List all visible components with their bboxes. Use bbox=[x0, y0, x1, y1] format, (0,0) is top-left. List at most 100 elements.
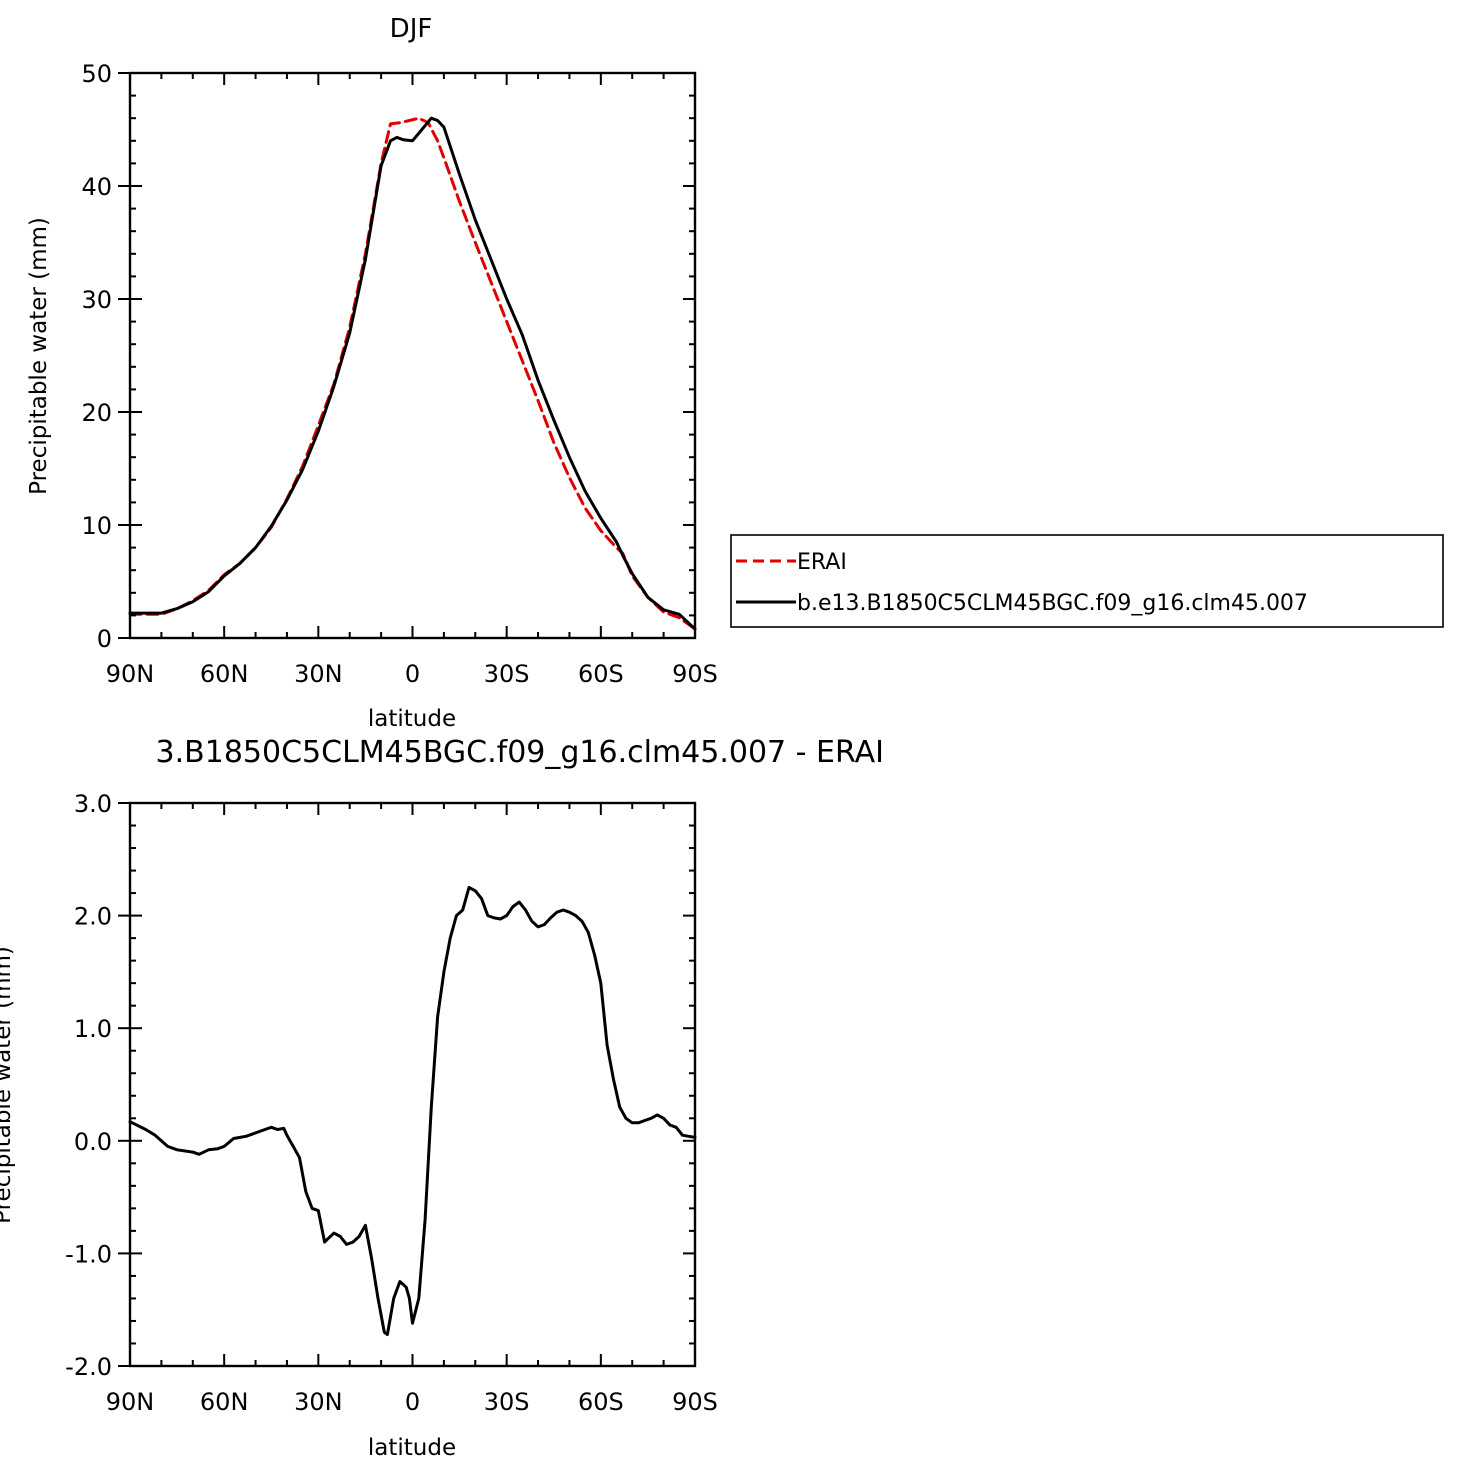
data-point bbox=[568, 456, 570, 458]
data-point bbox=[468, 886, 470, 888]
y-tick-label: 40 bbox=[81, 173, 112, 201]
data-point bbox=[386, 1333, 388, 1335]
data-point bbox=[418, 1297, 420, 1299]
x-tick-label: 0 bbox=[405, 1388, 420, 1416]
x-tick-label: 30N bbox=[294, 660, 343, 688]
data-point bbox=[217, 1148, 219, 1150]
data-point bbox=[625, 1117, 627, 1119]
series-group bbox=[128, 886, 697, 1336]
data-point bbox=[270, 525, 272, 527]
y-tick-label: -1.0 bbox=[65, 1240, 112, 1268]
y-tick-label: 3.0 bbox=[74, 790, 112, 818]
data-point bbox=[349, 332, 351, 334]
data-point bbox=[411, 1322, 413, 1324]
data-point bbox=[389, 140, 391, 142]
data-point bbox=[480, 898, 482, 900]
chart-title: DJF bbox=[390, 14, 433, 44]
data-point bbox=[490, 258, 492, 260]
data-point bbox=[436, 119, 438, 121]
plot-frame bbox=[128, 71, 697, 640]
data-point bbox=[207, 1149, 209, 1151]
top-panel-djf: DJF 90N 60N 30N 0 30S 60S 90S 0 10 20 30 40 50 latit… bbox=[26, 14, 718, 732]
data-point bbox=[537, 400, 539, 402]
x-tick-label: 30N bbox=[294, 1388, 343, 1416]
data-point bbox=[176, 1149, 178, 1151]
data-point bbox=[553, 441, 555, 443]
data-point bbox=[436, 1016, 438, 1018]
data-point bbox=[305, 1190, 307, 1192]
y-tick-label: 20 bbox=[81, 399, 112, 427]
data-point bbox=[380, 165, 382, 167]
x-axis-label: latitude bbox=[368, 706, 456, 732]
data-point bbox=[317, 1209, 319, 1211]
data-point bbox=[364, 1224, 366, 1226]
x-tick-label: 60N bbox=[200, 660, 249, 688]
data-point bbox=[408, 1297, 410, 1299]
data-point bbox=[675, 1126, 677, 1128]
data-point bbox=[430, 117, 432, 119]
data-point bbox=[647, 596, 649, 598]
data-point bbox=[339, 1235, 341, 1237]
data-point bbox=[521, 334, 523, 336]
data-point bbox=[333, 385, 335, 387]
legend-box bbox=[730, 534, 1444, 628]
data-point bbox=[474, 890, 476, 892]
data-point bbox=[198, 1153, 200, 1155]
data-point bbox=[254, 546, 256, 548]
y-axis-label: Precipitable water (mm) bbox=[0, 946, 16, 1224]
data-point bbox=[600, 982, 602, 984]
data-point bbox=[160, 612, 162, 614]
data-point bbox=[568, 476, 570, 478]
series-line-difference bbox=[128, 886, 697, 1336]
data-point bbox=[575, 914, 577, 916]
data-point bbox=[292, 1145, 294, 1147]
data-point bbox=[270, 1126, 272, 1128]
data-point bbox=[487, 914, 489, 916]
y-axis-label: Precipitable water (mm) bbox=[26, 217, 52, 495]
data-point bbox=[506, 298, 508, 300]
series-group bbox=[128, 116, 697, 631]
x-tick-label: 0 bbox=[405, 660, 420, 688]
y-tick-label: 0.0 bbox=[74, 1128, 112, 1156]
data-point bbox=[358, 1235, 360, 1237]
x-tick-label: 90N bbox=[106, 1388, 155, 1416]
data-point bbox=[192, 1151, 194, 1153]
data-point bbox=[145, 612, 147, 614]
data-point bbox=[176, 607, 178, 609]
data-point bbox=[402, 139, 404, 141]
data-point bbox=[239, 562, 241, 564]
data-point bbox=[553, 419, 555, 421]
data-point bbox=[399, 122, 401, 124]
data-point bbox=[681, 1134, 683, 1136]
data-point bbox=[493, 917, 495, 919]
data-point bbox=[396, 136, 398, 138]
y-tick-label: -2.0 bbox=[65, 1353, 112, 1381]
data-point bbox=[518, 901, 520, 903]
data-point bbox=[377, 1297, 379, 1299]
data-point bbox=[443, 126, 445, 128]
data-point bbox=[399, 1280, 401, 1282]
data-point bbox=[512, 905, 514, 907]
data-point bbox=[458, 201, 460, 203]
data-point bbox=[345, 1243, 347, 1245]
data-point bbox=[443, 157, 445, 159]
data-point bbox=[436, 140, 438, 142]
data-point bbox=[333, 1232, 335, 1234]
data-point bbox=[421, 128, 423, 130]
data-point bbox=[449, 937, 451, 939]
data-point bbox=[650, 1117, 652, 1119]
legend-erai-label: ERAI bbox=[797, 550, 847, 575]
bottom-panel-difference: 3.B1850C5CLM45BGC.f09_g16.clm45.007 - ER… bbox=[0, 735, 884, 1461]
data-point bbox=[458, 174, 460, 176]
data-point bbox=[207, 591, 209, 593]
data-point bbox=[311, 1207, 313, 1209]
data-point bbox=[631, 572, 633, 574]
data-point bbox=[612, 1078, 614, 1080]
data-point bbox=[631, 1122, 633, 1124]
data-point bbox=[678, 613, 680, 615]
series-line-erai bbox=[128, 116, 697, 631]
data-point bbox=[283, 1127, 285, 1129]
data-point bbox=[537, 926, 539, 928]
data-point bbox=[371, 1258, 373, 1260]
